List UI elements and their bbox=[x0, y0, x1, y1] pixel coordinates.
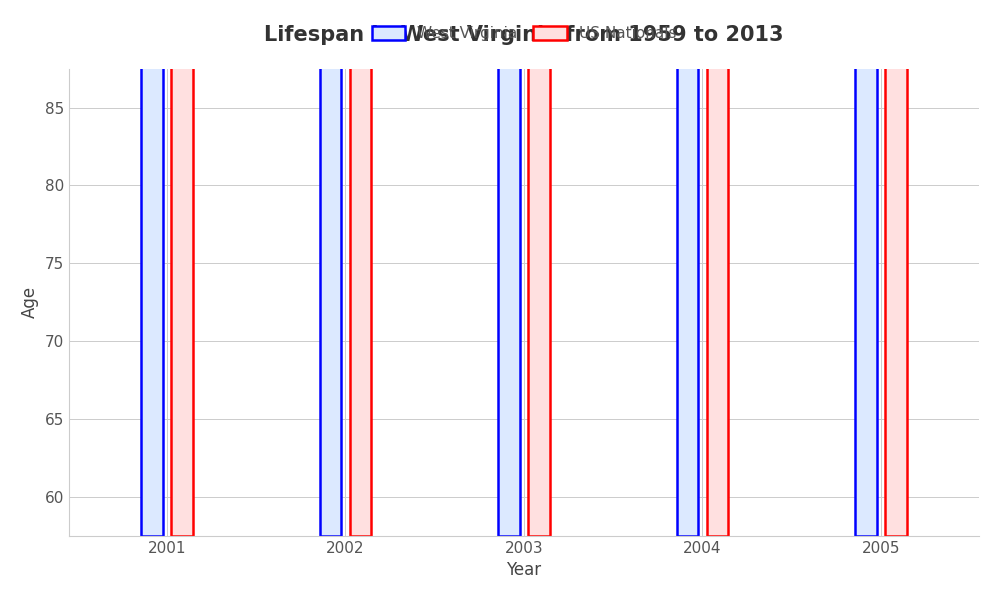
Bar bbox=[707, 0, 728, 536]
Title: Lifespan in West Virginia from 1959 to 2013: Lifespan in West Virginia from 1959 to 2… bbox=[264, 25, 784, 45]
Bar bbox=[528, 0, 550, 536]
X-axis label: Year: Year bbox=[506, 561, 541, 579]
Bar bbox=[350, 0, 371, 536]
Bar bbox=[855, 0, 877, 536]
Bar bbox=[498, 0, 520, 536]
Bar bbox=[320, 0, 341, 536]
Bar bbox=[171, 0, 193, 536]
Y-axis label: Age: Age bbox=[21, 286, 39, 318]
Bar bbox=[677, 0, 698, 536]
Bar bbox=[141, 0, 163, 536]
Legend: West Virginia, US Nationals: West Virginia, US Nationals bbox=[365, 20, 682, 47]
Bar bbox=[885, 0, 907, 536]
